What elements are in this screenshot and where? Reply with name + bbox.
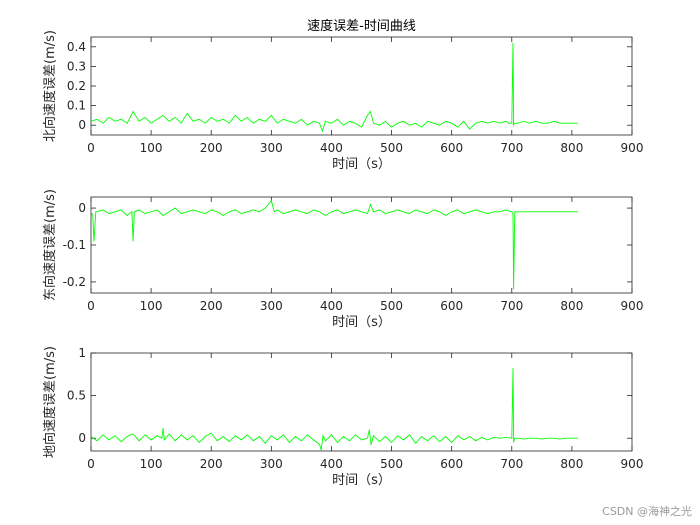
y-tick-label: -0.1 — [63, 238, 86, 252]
y-axis-label: 地向速度误差(m/s) — [42, 346, 58, 458]
y-tick-label: 1 — [78, 346, 86, 360]
x-tick-label: 300 — [260, 457, 283, 471]
series-line — [90, 42, 578, 133]
y-tick-label: 0 — [78, 201, 86, 215]
x-tick-label: 400 — [320, 299, 343, 313]
x-tick-label: 900 — [621, 299, 644, 313]
subplot-1: 0 100 200 300 400 500 600 700 800 900 0 0.1 0.2 0.3 0.… — [42, 18, 643, 172]
y-axis-label: 东向速度误差(m/s) — [42, 189, 58, 301]
x-tick-label: 100 — [140, 141, 163, 155]
y-tick-label: 0.1 — [67, 99, 86, 113]
y-tick-label: 0.4 — [67, 40, 86, 54]
subplot-2: 0 100 200 300 400 500 600 700 800 900 0 -0.1 -0.2 时间（… — [42, 189, 643, 330]
series-line — [90, 199, 578, 290]
x-axis-label: 时间（s） — [332, 157, 391, 172]
x-tick-label: 500 — [380, 299, 403, 313]
x-axis-label: 时间（s） — [332, 473, 391, 488]
x-tick-label: 900 — [621, 141, 644, 155]
x-tick-label: 0 — [87, 457, 95, 471]
x-tick-label: 600 — [440, 299, 463, 313]
y-tick-label: 0.2 — [67, 79, 86, 93]
x-tick-label: 700 — [500, 457, 523, 471]
y-tick-label: 0 — [78, 118, 86, 132]
y-axis-label: 北向速度误差(m/s) — [42, 30, 58, 142]
x-tick-label: 800 — [560, 141, 583, 155]
x-tick-label: 500 — [380, 457, 403, 471]
y-tick-label: -0.2 — [63, 275, 86, 289]
x-tick-label: 300 — [260, 141, 283, 155]
x-tick-label: 500 — [380, 141, 403, 155]
subplot-3: 0 100 200 300 400 500 600 700 800 900 0 0.5 1 时间（s） 地向… — [42, 346, 643, 488]
x-tick-label: 800 — [560, 299, 583, 313]
chart-title: 速度误差-时间曲线 — [307, 18, 416, 34]
y-tick-label: 0.3 — [67, 59, 86, 73]
x-tick-label: 200 — [200, 141, 223, 155]
x-tick-label: 600 — [440, 457, 463, 471]
x-tick-label: 800 — [560, 457, 583, 471]
y-tick-label: 0 — [78, 431, 86, 445]
axes-box — [90, 36, 633, 136]
x-tick-label: 100 — [140, 299, 163, 313]
x-tick-label: 0 — [87, 141, 95, 155]
x-tick-label: 700 — [500, 299, 523, 313]
subplots: 0 100 200 300 400 500 600 700 800 90000.10.20.30.… — [42, 18, 643, 488]
x-tick-label: 200 — [200, 457, 223, 471]
watermark: CSDN @海神之光 — [602, 505, 692, 518]
y-tick-label: 0.5 — [67, 389, 86, 403]
x-tick-label: 0 — [87, 299, 95, 313]
series-line — [90, 368, 578, 451]
x-tick-label: 600 — [440, 141, 463, 155]
x-tick-label: 700 — [500, 141, 523, 155]
x-tick-label: 400 — [320, 141, 343, 155]
x-axis-label: 时间（s） — [332, 315, 391, 330]
x-tick-label: 200 — [200, 299, 223, 313]
x-tick-label: 400 — [320, 457, 343, 471]
x-tick-label: 300 — [260, 299, 283, 313]
x-tick-label: 100 — [140, 457, 163, 471]
axes-box — [90, 352, 633, 452]
x-tick-label: 900 — [621, 457, 644, 471]
